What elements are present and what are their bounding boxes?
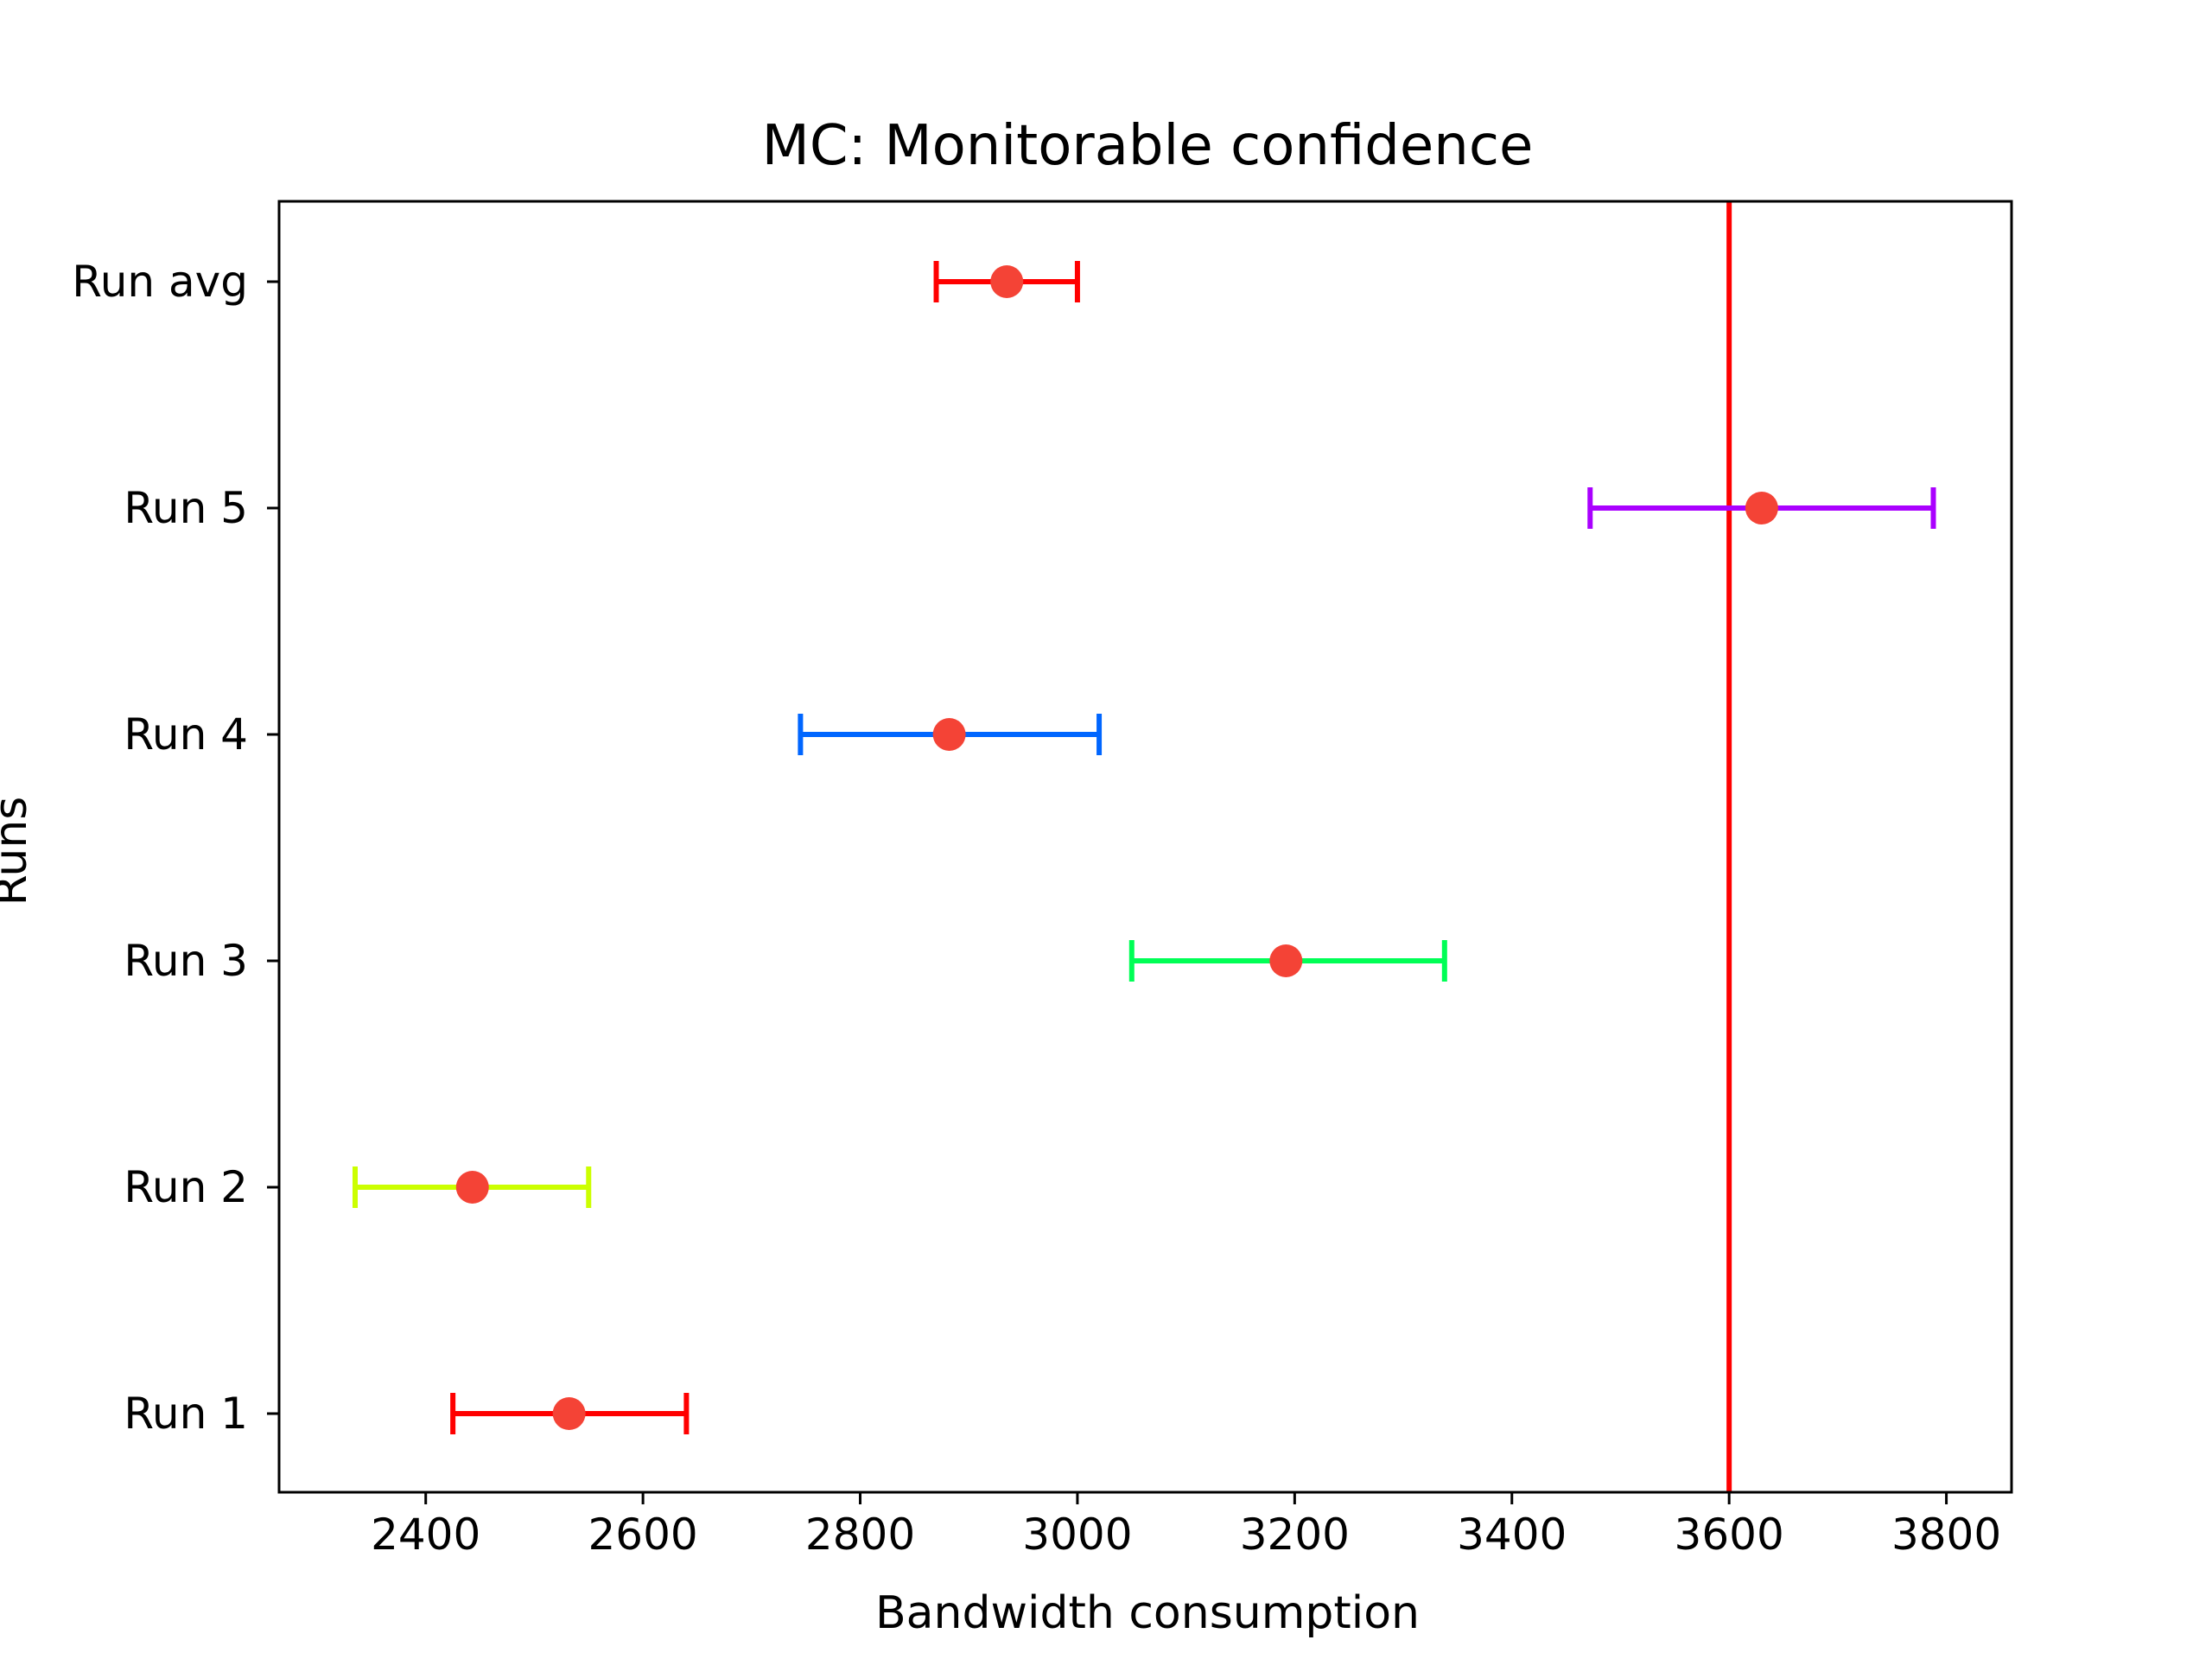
data-point: [1269, 944, 1303, 977]
x-tick-label: 3800: [1891, 1510, 2001, 1560]
x-tick-label: 2400: [371, 1510, 480, 1560]
data-point: [932, 718, 966, 751]
data-point: [552, 1397, 586, 1430]
x-tick-label: 2600: [588, 1510, 697, 1560]
data-point: [1745, 492, 1778, 524]
y-tick-label: Run avg: [72, 257, 248, 307]
x-tick-label: 3200: [1240, 1510, 1350, 1560]
y-axis-label: Runs: [0, 797, 37, 906]
y-tick-label: Run 1: [124, 1389, 248, 1439]
plot-area: 2400 2600 2800 3000 3200 3400 3600 3800 Run 1 Run…: [72, 200, 2013, 1560]
x-tick-label: 2800: [805, 1510, 915, 1560]
data-point: [455, 1171, 489, 1204]
plot-frame: [277, 200, 2013, 1494]
x-tick-label: 3000: [1022, 1510, 1132, 1560]
y-tick-label: Run 2: [124, 1162, 248, 1212]
data-point: [990, 265, 1024, 298]
y-tick-label: Run 4: [124, 709, 248, 760]
x-axis-label: Bandwidth consumption: [875, 1587, 1420, 1639]
x-tick-label: 3400: [1457, 1510, 1567, 1560]
chart-title: MC: Monitorable confidence: [762, 114, 1534, 178]
x-tick-label: 3600: [1675, 1510, 1784, 1560]
y-tick-label: Run 3: [124, 936, 248, 986]
y-tick-label: Run 5: [124, 483, 248, 533]
